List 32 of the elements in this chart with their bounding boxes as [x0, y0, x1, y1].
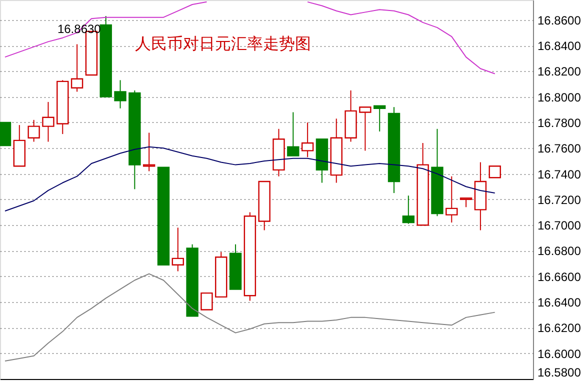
y-tick-label: 16.7400: [538, 167, 582, 182]
candlestick: [172, 227, 184, 272]
y-tick-label: 16.7800: [538, 116, 582, 130]
candlestick: [70, 44, 84, 92]
y-tick-label: 16.7200: [538, 192, 582, 207]
candlestick: [42, 101, 54, 142]
candlestick: [114, 80, 126, 109]
line-series: [4, 146, 496, 212]
candlestick: [200, 292, 213, 310]
y-tick-label: 16.6600: [538, 270, 582, 284]
y-tick-label: 16.6800: [538, 244, 582, 258]
y-tick-label: 16.6200: [538, 321, 582, 336]
candlestick: [402, 195, 415, 224]
candlestick: [287, 112, 300, 156]
y-tick-label: 16.7600: [538, 142, 582, 156]
candlestick: [488, 165, 501, 178]
candlestick: [142, 132, 156, 172]
y-tick-label: 16.7000: [538, 218, 582, 233]
candlestick: [28, 119, 40, 142]
y-tick-label: 16.6000: [538, 346, 582, 361]
candlestick: [446, 176, 458, 224]
y-tick-label: 16.8200: [538, 64, 582, 79]
y-tick-label: 16.8400: [538, 39, 582, 54]
candlestick: [374, 105, 386, 132]
candlestick: [301, 122, 314, 158]
candlestick: [0, 122, 12, 146]
y-tick-label: 16.6400: [538, 296, 582, 310]
y-tick-label: 16.8000: [538, 90, 582, 104]
text: 人民币对日元汇率走势图: [135, 34, 311, 53]
y-tick-label: 16.8600: [538, 13, 582, 28]
y-tick-label: 16.5800: [538, 366, 582, 380]
candlestick: [359, 106, 372, 152]
